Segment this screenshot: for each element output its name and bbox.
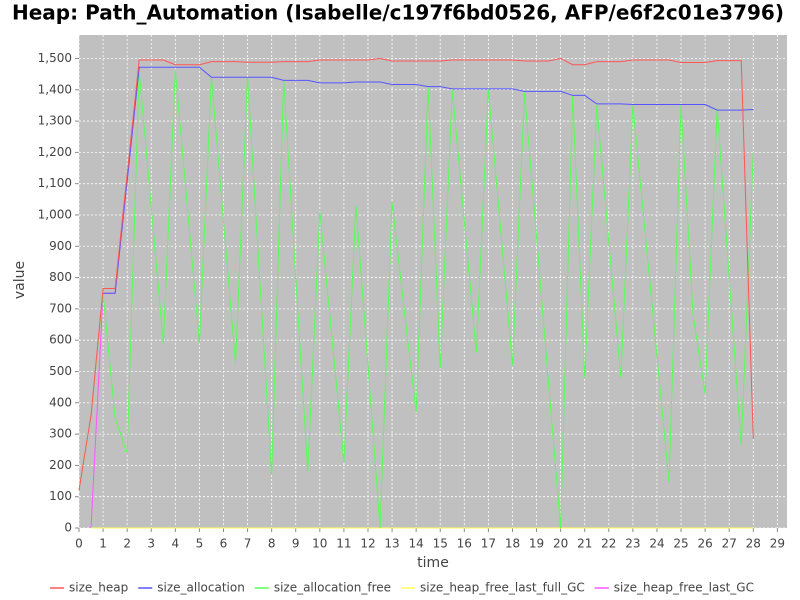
y-tick-label: 900 <box>49 239 72 253</box>
x-tick-label: 7 <box>244 537 252 551</box>
y-tick-label: 400 <box>49 395 72 409</box>
x-tick-label: 15 <box>433 537 448 551</box>
series-line <box>78 57 754 491</box>
legend-label: size_allocation_free <box>274 581 391 595</box>
y-tick-label: 1,400 <box>38 82 72 96</box>
x-tick-label: 5 <box>196 537 204 551</box>
x-tick-label: 13 <box>384 537 399 551</box>
x-tick-label: 27 <box>722 537 737 551</box>
x-tick-label: 24 <box>649 537 664 551</box>
x-tick-label: 10 <box>312 537 327 551</box>
x-tick-label: 12 <box>360 537 375 551</box>
y-tick-label: 800 <box>49 270 72 284</box>
y-tick-label: 700 <box>49 301 72 315</box>
y-tick-label: 0 <box>64 521 72 535</box>
x-tick-label: 21 <box>577 537 592 551</box>
legend-label: size_heap_free_last_GC <box>614 581 754 595</box>
x-tick-label: 6 <box>220 537 228 551</box>
x-axis-label: time <box>417 555 449 571</box>
legend-label: size_heap_free_last_full_GC <box>420 581 585 595</box>
x-tick-label: 1 <box>99 537 107 551</box>
y-tick-label: 1,200 <box>38 145 72 159</box>
y-axis-label: value <box>12 261 28 299</box>
x-tick-label: 4 <box>172 537 180 551</box>
y-tick-label: 200 <box>49 458 72 472</box>
y-tick-label: 1,500 <box>38 51 72 65</box>
x-tick-label: 23 <box>625 537 640 551</box>
series-line <box>103 66 754 294</box>
y-tick-label: 600 <box>49 333 72 347</box>
x-tick-label: 26 <box>697 537 712 551</box>
x-tick-label: 8 <box>268 537 276 551</box>
chart-title: Heap: Path_Automation (Isabelle/c197f6bd… <box>12 1 784 25</box>
x-tick-label: 28 <box>746 537 761 551</box>
legend-label: size_heap <box>69 581 128 595</box>
x-tick-label: 0 <box>75 537 83 551</box>
plot-area <box>79 35 787 528</box>
x-tick-label: 19 <box>529 537 544 551</box>
x-tick-label: 29 <box>770 537 785 551</box>
x-tick-label: 18 <box>505 537 520 551</box>
x-tick-label: 11 <box>336 537 351 551</box>
y-tick-label: 500 <box>49 364 72 378</box>
y-tick-label: 1,300 <box>38 114 72 128</box>
y-tick-label: 1,000 <box>38 207 72 221</box>
x-tick-label: 25 <box>673 537 688 551</box>
x-tick-label: 2 <box>123 537 131 551</box>
x-tick-label: 17 <box>481 537 496 551</box>
y-tick-label: 1,100 <box>38 176 72 190</box>
legend-label: size_allocation <box>157 581 245 595</box>
x-tick-label: 22 <box>601 537 616 551</box>
x-tick-label: 16 <box>457 537 472 551</box>
y-tick-label: 100 <box>49 489 72 503</box>
y-tick-label: 300 <box>49 427 72 441</box>
x-tick-label: 3 <box>147 537 155 551</box>
series-line <box>78 70 754 529</box>
x-tick-label: 20 <box>553 537 568 551</box>
x-tick-label: 9 <box>292 537 300 551</box>
x-tick-label: 14 <box>409 537 424 551</box>
